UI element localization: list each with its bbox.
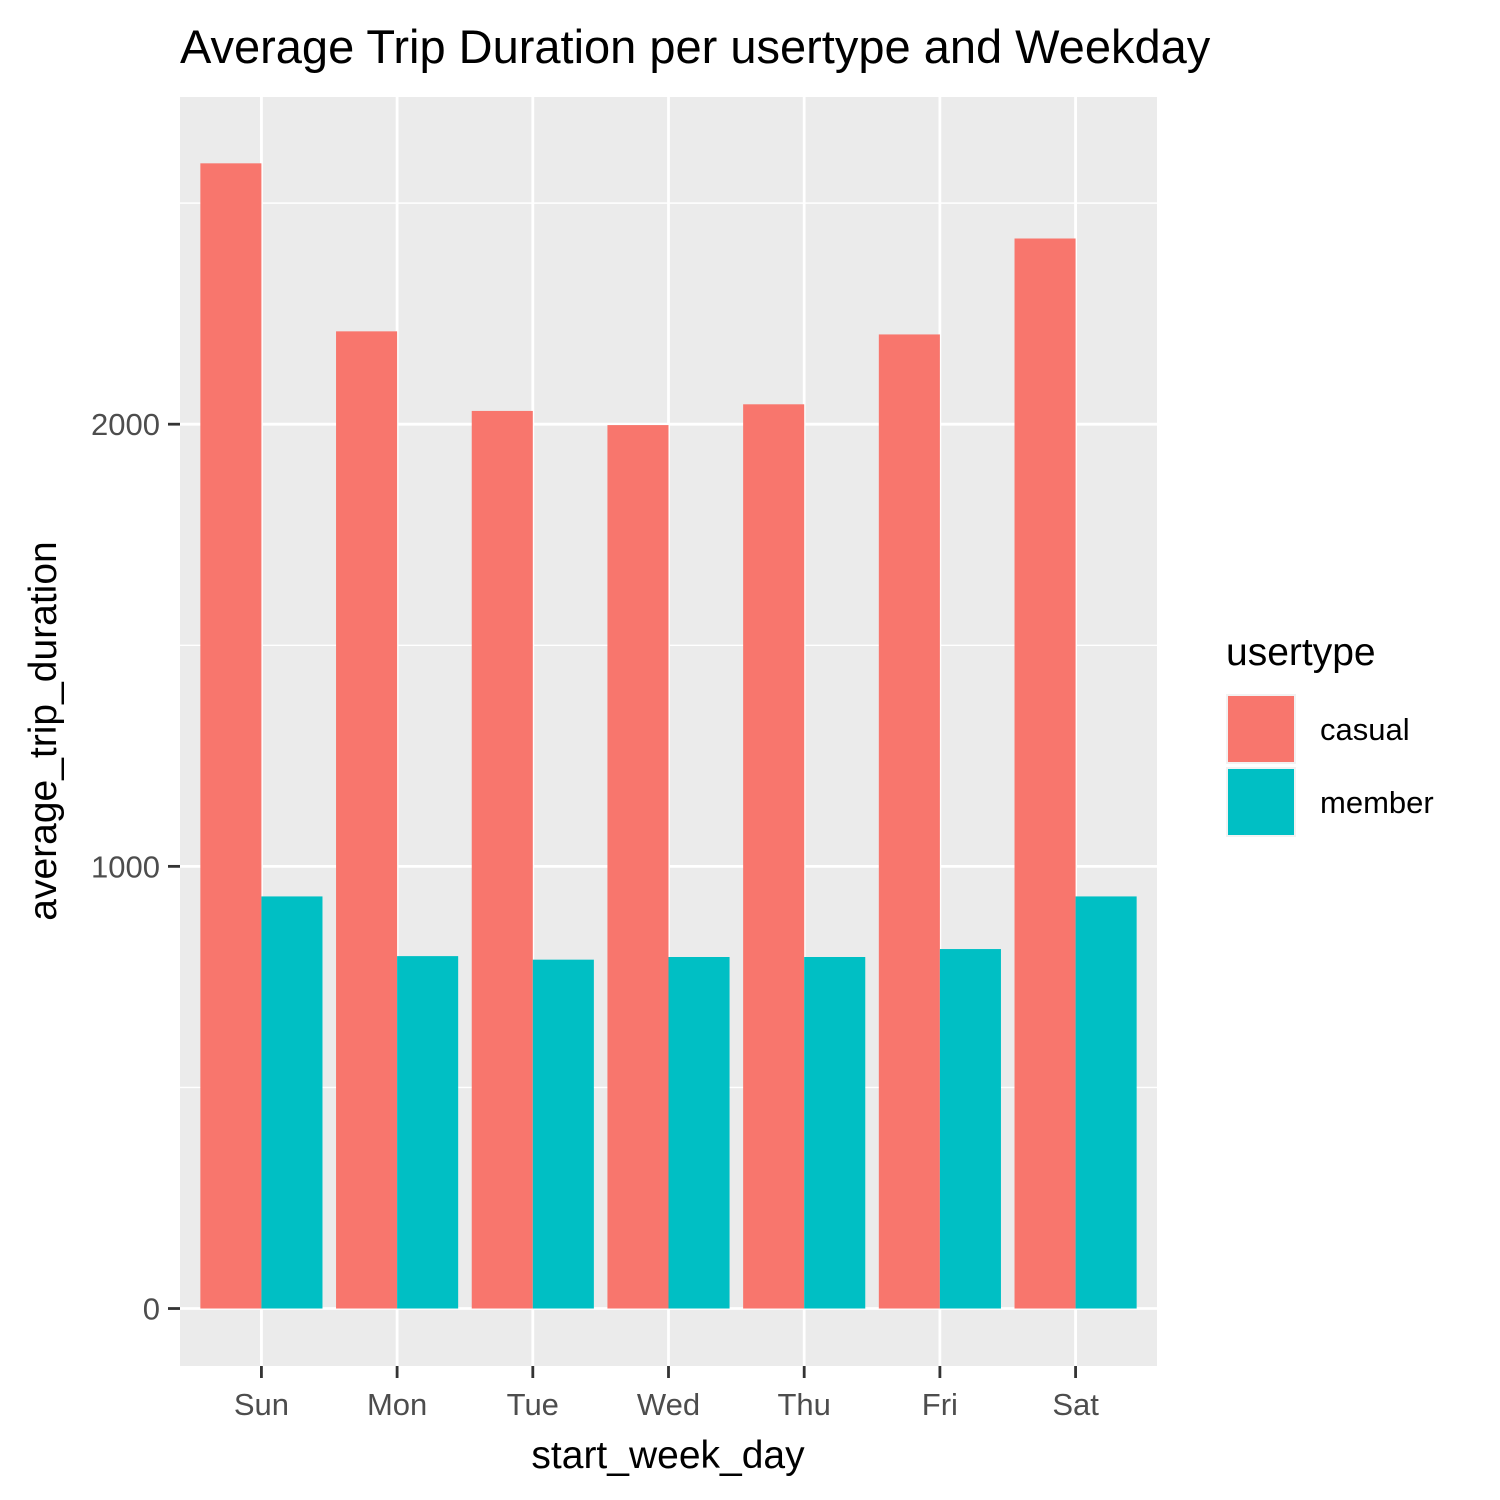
y-tick-label: 1000 xyxy=(91,849,160,884)
chart-title: Average Trip Duration per usertype and W… xyxy=(180,20,1211,73)
bar-member-Fri xyxy=(939,949,1001,1309)
x-axis-title: start_week_day xyxy=(531,1434,805,1477)
bar-member-Tue xyxy=(532,959,594,1309)
x-tick-label: Sat xyxy=(1052,1387,1099,1422)
legend-label-casual: casual xyxy=(1320,712,1410,747)
bar-member-Mon xyxy=(397,956,459,1309)
bar-member-Sun xyxy=(261,896,323,1309)
x-axis: Sun Mon Tue Wed Thu Fri Sat xyxy=(234,1366,1099,1422)
x-tick-label: Thu xyxy=(777,1387,830,1422)
y-axis-title: average_trip_duration xyxy=(22,541,65,920)
bar-casual-Mon xyxy=(336,331,398,1309)
bar-member-Thu xyxy=(804,957,866,1309)
bars-group xyxy=(200,163,1137,1309)
legend-title: usertype xyxy=(1226,631,1376,674)
legend-swatch-member xyxy=(1228,769,1294,835)
y-tick-label: 2000 xyxy=(91,407,160,442)
bar-member-Sat xyxy=(1075,896,1137,1309)
x-tick-label: Fri xyxy=(922,1387,958,1422)
y-tick-label: 0 xyxy=(143,1292,160,1327)
x-tick-label: Wed xyxy=(637,1387,700,1422)
bar-member-Wed xyxy=(668,957,730,1309)
y-axis: 0 1000 2000 xyxy=(91,407,180,1327)
x-tick-label: Tue xyxy=(507,1387,559,1422)
x-tick-label: Sun xyxy=(234,1387,289,1422)
legend: usertype casual member xyxy=(1226,631,1434,837)
legend-label-member: member xyxy=(1320,785,1434,820)
bar-casual-Sat xyxy=(1014,238,1076,1309)
x-tick-label: Mon xyxy=(367,1387,427,1422)
bar-casual-Wed xyxy=(607,425,669,1309)
bar-casual-Tue xyxy=(471,410,533,1309)
bar-casual-Fri xyxy=(878,334,940,1309)
legend-swatch-casual xyxy=(1228,696,1294,762)
bar-casual-Sun xyxy=(200,163,262,1309)
bar-casual-Thu xyxy=(743,404,805,1309)
